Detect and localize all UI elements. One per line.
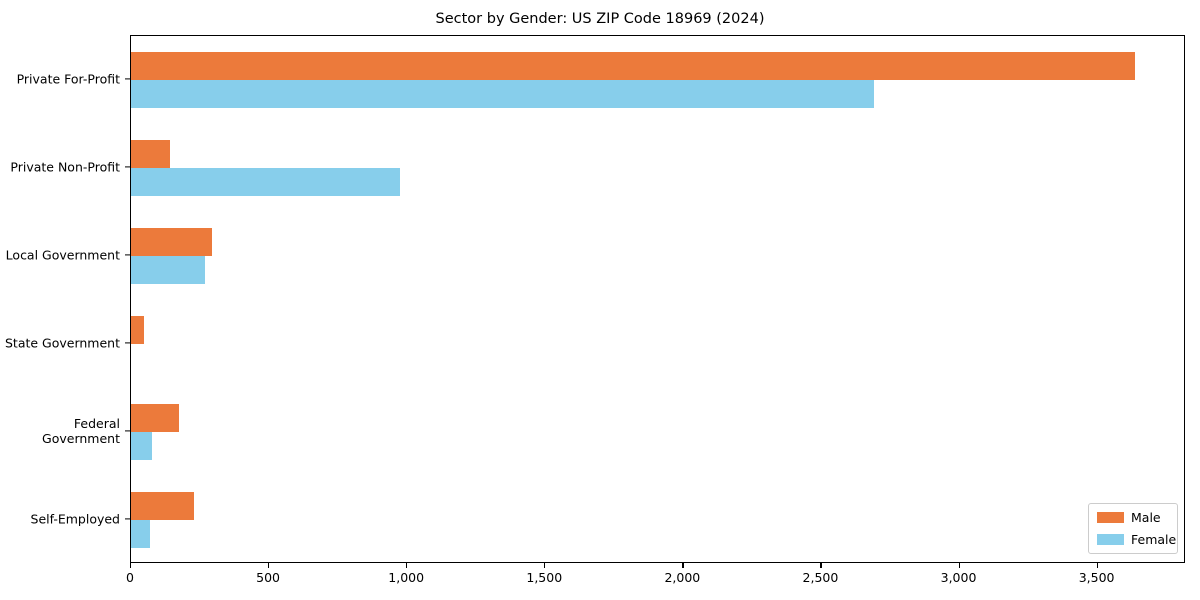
bar-male-private-for-profit [131,52,1135,80]
bar-female-self-employed [131,520,151,548]
y-tick-mark [125,254,130,256]
x-tick-label-3000: 3,000 [940,570,977,585]
x-tick-label-2000: 2,000 [664,570,701,585]
x-tick-mark [682,563,684,568]
bar-male-private-non-profit [131,140,170,168]
legend-entry-male: Male [1097,510,1169,525]
bar-male-local-government [131,228,213,256]
bar-male-state-government [131,316,144,344]
x-tick-mark [1096,563,1098,568]
x-tick-mark [820,563,822,568]
y-tick-label-private-for-profit: Private For-Profit [16,71,120,87]
legend-label-male: Male [1131,510,1161,525]
bar-male-federal-government [131,404,180,432]
y-tick-mark [125,166,130,168]
x-tick-mark [958,563,960,568]
x-tick-label-2500: 2,500 [802,570,839,585]
x-tick-mark [130,563,132,568]
legend: Male Female [1088,503,1178,554]
x-tick-label-0: 0 [126,570,134,585]
legend-swatch-female [1097,534,1124,545]
x-tick-mark [268,563,270,568]
y-tick-mark [125,518,130,520]
x-tick-label-1000: 1,000 [388,570,425,585]
y-tick-label-private-non-profit: Private Non-Profit [10,159,120,175]
legend-label-female: Female [1131,532,1177,547]
legend-entry-female: Female [1097,532,1176,547]
bar-female-local-government [131,256,206,284]
y-tick-mark [125,430,130,432]
y-tick-label-self-employed: Self-Employed [30,511,120,527]
y-tick-label-state-government: State Government [4,335,120,351]
x-tick-label-1500: 1,500 [526,570,563,585]
x-tick-label-500: 500 [256,570,281,585]
bar-female-federal-government [131,432,152,460]
x-tick-label-3500: 3,500 [1078,570,1115,585]
x-tick-mark [544,563,546,568]
plot-area: Male Female [130,35,1185,563]
y-tick-label-federal-government: Federal Government [42,416,120,446]
chart-title: Sector by Gender: US ZIP Code 18969 (202… [435,11,765,27]
bar-male-self-employed [131,492,194,520]
y-tick-mark [125,78,130,80]
bar-female-private-for-profit [131,80,874,108]
y-tick-mark [125,342,130,344]
x-tick-mark [406,563,408,568]
legend-swatch-male [1097,512,1124,523]
y-tick-label-local-government: Local Government [5,247,120,263]
bar-female-private-non-profit [131,168,401,196]
